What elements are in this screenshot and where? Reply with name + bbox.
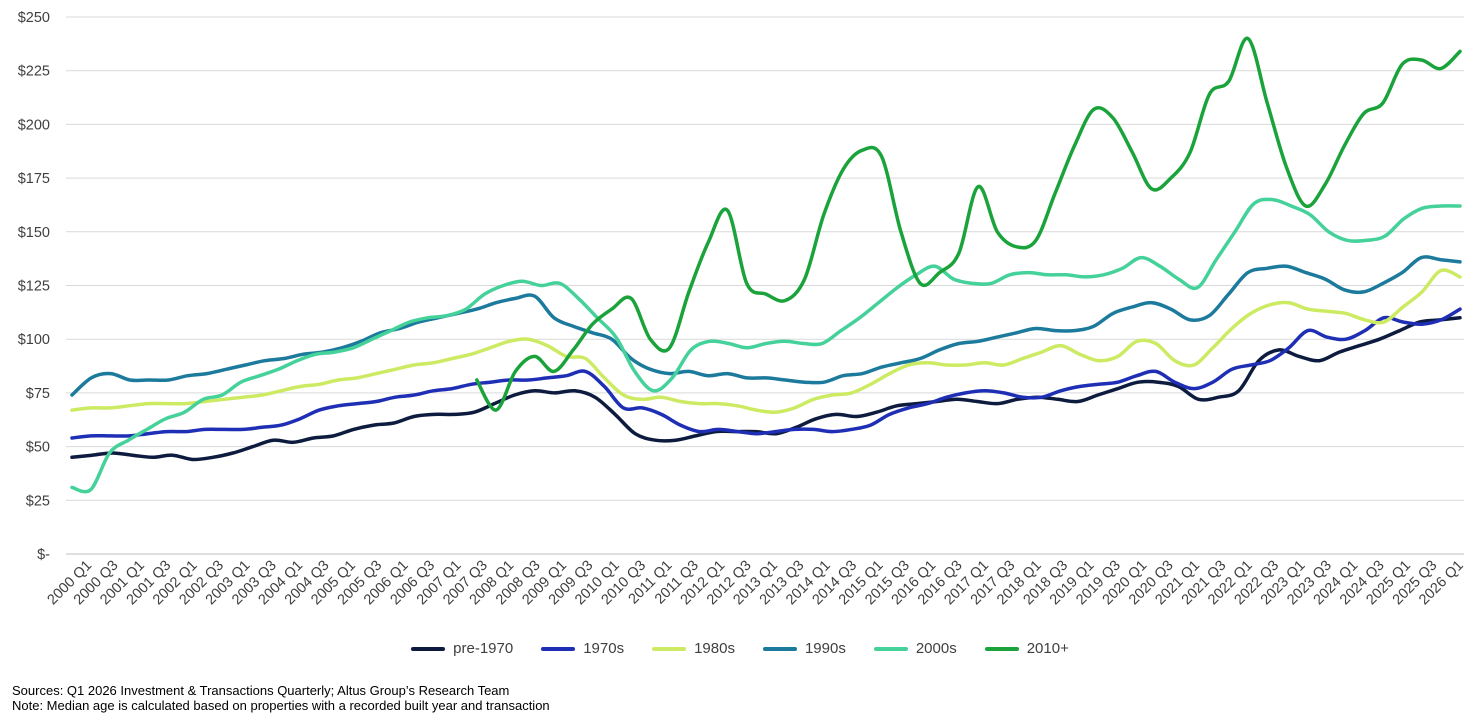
legend-swatch-1970s — [541, 646, 576, 651]
y-tick-label: $150 — [18, 225, 50, 241]
legend-label-1970s: 1970s — [583, 640, 625, 657]
y-axis: $- $25 $50 $75 $100 $125 $150 $175 $200 $225 $250 — [18, 10, 50, 563]
legend-item-1970s: 1970s — [541, 640, 624, 657]
y-tick-label: $25 — [26, 493, 50, 509]
y-tick-label: $175 — [18, 171, 50, 187]
legend-item-2000s: 2000s — [873, 640, 957, 657]
y-tick-label: $250 — [18, 10, 50, 26]
legend-swatch-1980s — [652, 646, 687, 651]
legend-item-1990s: 1990s — [762, 640, 846, 657]
methodology-note: Note: Median age is calculated based on … — [12, 698, 550, 713]
y-tick-label: $225 — [18, 64, 50, 80]
legend-swatch-pre-1970 — [411, 646, 446, 651]
y-tick-label: $125 — [18, 279, 50, 295]
chart-notes: Sources: Q1 2026 Investment & Transactio… — [12, 683, 550, 713]
legend-label-1990s: 1990s — [804, 640, 846, 657]
legend: pre-1970 1970s 1980s 1990s 2000s 2010+ — [0, 640, 1480, 657]
legend-label-2010-plus: 2010+ — [1026, 640, 1069, 657]
series-line-1980s — [70, 268, 1462, 415]
legend-item-1980s: 1980s — [652, 640, 735, 657]
sources-note: Sources: Q1 2026 Investment & Transactio… — [12, 683, 510, 698]
gridlines — [66, 16, 1464, 555]
legend-item-pre-1970: pre-1970 — [411, 640, 513, 657]
y-tick-label: $- — [37, 547, 50, 563]
legend-label-pre-1970: pre-1970 — [453, 640, 514, 657]
legend-label-1980s: 1980s — [694, 640, 735, 657]
series-line-2000s — [70, 197, 1462, 494]
line-chart: $-$25$50$75$100$125$150$175$200$225$250 … — [18, 10, 1467, 609]
series-line-1970s — [70, 307, 1462, 440]
y-tick-label: $100 — [18, 332, 50, 348]
series-line-1990s — [70, 255, 1462, 397]
legend-swatch-1990s — [762, 646, 797, 651]
series-line-2010-plus — [475, 36, 1462, 412]
y-tick-label: $50 — [26, 440, 50, 456]
series-lines — [70, 36, 1462, 494]
y-tick-label: $75 — [26, 386, 50, 402]
y-tick-label: $200 — [18, 117, 50, 133]
legend-item-2010-plus: 2010+ — [984, 640, 1069, 657]
legend-swatch-2000s — [873, 646, 908, 651]
legend-label-2000s: 2000s — [915, 640, 957, 657]
legend-swatch-2010-plus — [984, 646, 1019, 651]
